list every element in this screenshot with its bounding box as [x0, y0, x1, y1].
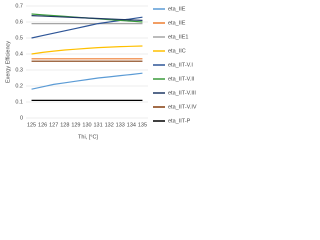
y-tick-label: 0.4 — [15, 51, 23, 57]
y-tick-label: 0 — [20, 115, 23, 121]
x-tick-label: 130 — [82, 122, 91, 128]
y-tick-label: 0.1 — [15, 99, 23, 105]
legend-label: eta_IIE1 — [168, 34, 189, 40]
series-line — [31, 72, 143, 90]
legend-label: eta_IIT-V.III — [168, 90, 196, 96]
y-tick-label: 0.2 — [15, 83, 23, 89]
legend-label: eta_IIE — [168, 6, 186, 12]
y-axis-label: Exergy Efficiency — [5, 41, 11, 83]
x-tick-label: 133 — [116, 122, 125, 128]
x-tick-label: 134 — [127, 122, 136, 128]
chart: Exergy Efficiency Thi, [°C] 0 0.1 0.2 0.3 0.… — [5, 3, 197, 140]
y-tick-label: 0.7 — [15, 3, 23, 9]
x-tick-label: 129 — [71, 122, 80, 128]
legend-label: eta_IIT-V.II — [168, 76, 195, 82]
legend-label: eta_IIC — [168, 48, 186, 54]
x-axis-label: Thi, [°C] — [78, 134, 98, 140]
x-tick-label: 126 — [38, 122, 47, 128]
legend-label: eta_IIT-P — [168, 118, 191, 124]
y-tick-label: 0.3 — [15, 67, 23, 73]
x-tick-label: 125 — [27, 122, 36, 128]
x-tick-label: 131 — [93, 122, 102, 128]
x-tick-label: 127 — [49, 122, 58, 128]
y-tick-label: 0.6 — [15, 19, 23, 25]
series-line — [31, 15, 143, 21]
series-line — [31, 45, 143, 55]
x-tick-label: 135 — [138, 122, 147, 128]
y-tick-label: 0.5 — [15, 35, 23, 41]
legend-label: eta_IIE — [168, 20, 186, 26]
legend-label: eta_IIT-V.IV — [168, 104, 197, 110]
legend-label: eta_IIT-V.I — [168, 62, 193, 68]
x-tick-label: 128 — [60, 122, 69, 128]
x-tick-label: 132 — [105, 122, 114, 128]
